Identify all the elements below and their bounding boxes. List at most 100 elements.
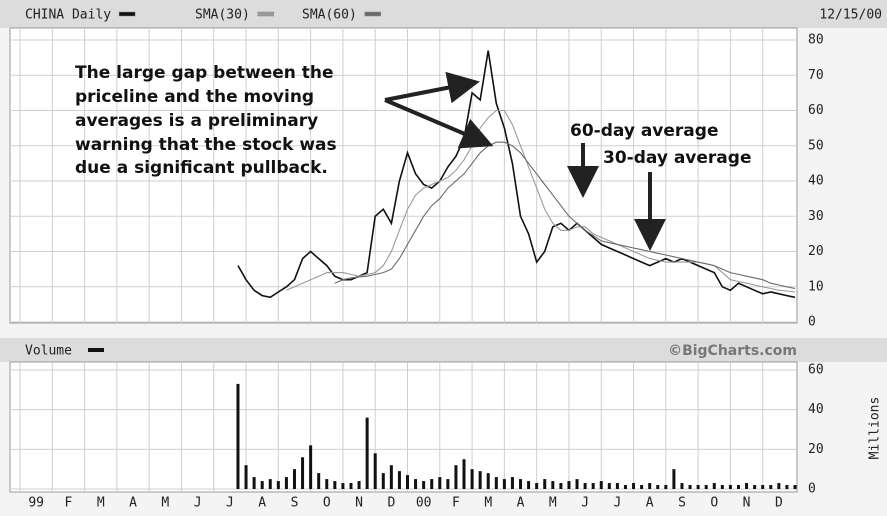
volume-bar [236, 383, 240, 489]
volume-bar [317, 473, 321, 489]
y-tick-label: 30 [808, 209, 824, 224]
x-tick-label: S [291, 496, 299, 511]
volume-bar [244, 465, 248, 489]
volume-bar [373, 453, 377, 489]
x-tick-label: O [323, 496, 331, 511]
volume-bar [761, 485, 765, 489]
volume-bar [268, 479, 272, 489]
volume-bar [583, 483, 587, 489]
volume-bar [785, 485, 789, 489]
legend-swatch [364, 11, 382, 17]
legend-label: CHINA Daily [25, 8, 111, 23]
x-tick-label: 99 [28, 496, 44, 511]
legend-label: SMA(60) [302, 8, 357, 23]
volume-bar [728, 485, 732, 489]
volume-bar [389, 465, 393, 489]
volume-bar [494, 477, 498, 489]
volume-bar [462, 459, 466, 489]
volume-bar [454, 465, 458, 489]
x-tick-label: F [65, 496, 73, 511]
volume-bar [486, 473, 490, 489]
y-tick-label: 60 [808, 363, 824, 378]
volume-bar [777, 483, 781, 489]
volume-bar [333, 481, 337, 489]
x-tick-label: M [97, 496, 105, 511]
annotation: 30-day average [603, 148, 751, 168]
volume-bar [438, 477, 442, 489]
volume-bar [745, 483, 749, 489]
volume-bar [640, 485, 644, 489]
x-tick-label: D [387, 496, 395, 511]
arrow [384, 71, 480, 104]
volume-bar [276, 481, 280, 489]
volume-bar [680, 483, 684, 489]
volume-bar [664, 485, 668, 489]
volume-bar [551, 481, 555, 489]
volume-bar [510, 477, 514, 489]
volume-bar [292, 469, 296, 489]
x-tick-label: M [549, 496, 557, 511]
header-bar [0, 0, 887, 28]
x-tick-label: N [743, 496, 751, 511]
volume-bar [446, 479, 450, 489]
y-tick-label: 50 [808, 138, 824, 153]
volume-bar [381, 473, 385, 489]
x-tick-label: F [452, 496, 460, 511]
volume-bar [349, 483, 353, 489]
x-tick-label: N [355, 496, 363, 511]
volume-swatch [88, 348, 104, 352]
y-tick-label: 80 [808, 33, 824, 48]
grid [10, 28, 797, 492]
volume-bar [575, 479, 579, 489]
x-tick-label: A [517, 496, 525, 511]
arrows [384, 71, 666, 251]
y-tick-label: 10 [808, 279, 824, 294]
volume-title: Volume [25, 344, 72, 359]
volume-bar [736, 485, 740, 489]
x-tick-label: A [129, 496, 137, 511]
legend-swatch [118, 11, 136, 17]
volume-bar [648, 483, 652, 489]
annotation: The large gap between the [75, 63, 334, 83]
legend-label: SMA(30) [195, 8, 250, 23]
volume-bar [753, 485, 757, 489]
volume-bar [478, 471, 482, 489]
marks [236, 50, 797, 489]
x-tick-label: J [194, 496, 202, 511]
volume-bar [769, 485, 773, 489]
credit: ©BigCharts.com [668, 343, 797, 359]
volume-header-bar [0, 338, 887, 362]
volume-bar [406, 475, 409, 489]
volume-bar [599, 481, 603, 489]
y-tick-label: 20 [808, 244, 824, 259]
x-tick-label: J [226, 496, 234, 511]
x-tick-label: J [581, 496, 589, 511]
x-tick-label: J [613, 496, 621, 511]
volume-bar [712, 483, 716, 489]
y-tick-label: 0 [808, 315, 816, 330]
volume-bar [591, 483, 595, 489]
arrow [384, 98, 494, 149]
volume-bar [252, 477, 256, 489]
volume-bar [793, 485, 797, 489]
x-tick-label: M [484, 496, 492, 511]
volume-bar [430, 479, 434, 489]
x-tick-label: S [678, 496, 686, 511]
x-tick-label: M [161, 496, 169, 511]
annotation: warning that the stock was [75, 135, 337, 155]
volume-bar [397, 471, 401, 489]
volume-bar [301, 457, 305, 489]
volume-bar [325, 479, 329, 489]
annotation: due a significant pullback. [75, 158, 328, 178]
volume-bar [720, 485, 724, 489]
volume-bar [632, 483, 636, 489]
y-tick-label: 20 [808, 442, 824, 457]
volume-bar [422, 481, 426, 489]
volume-panel [9, 361, 798, 493]
chart-date: 12/15/00 [819, 8, 882, 23]
volume-bar [543, 479, 547, 489]
volume-bar [470, 469, 474, 489]
volume-bar [535, 483, 539, 489]
price-line [334, 141, 796, 290]
annotation: 60-day average [570, 121, 718, 141]
